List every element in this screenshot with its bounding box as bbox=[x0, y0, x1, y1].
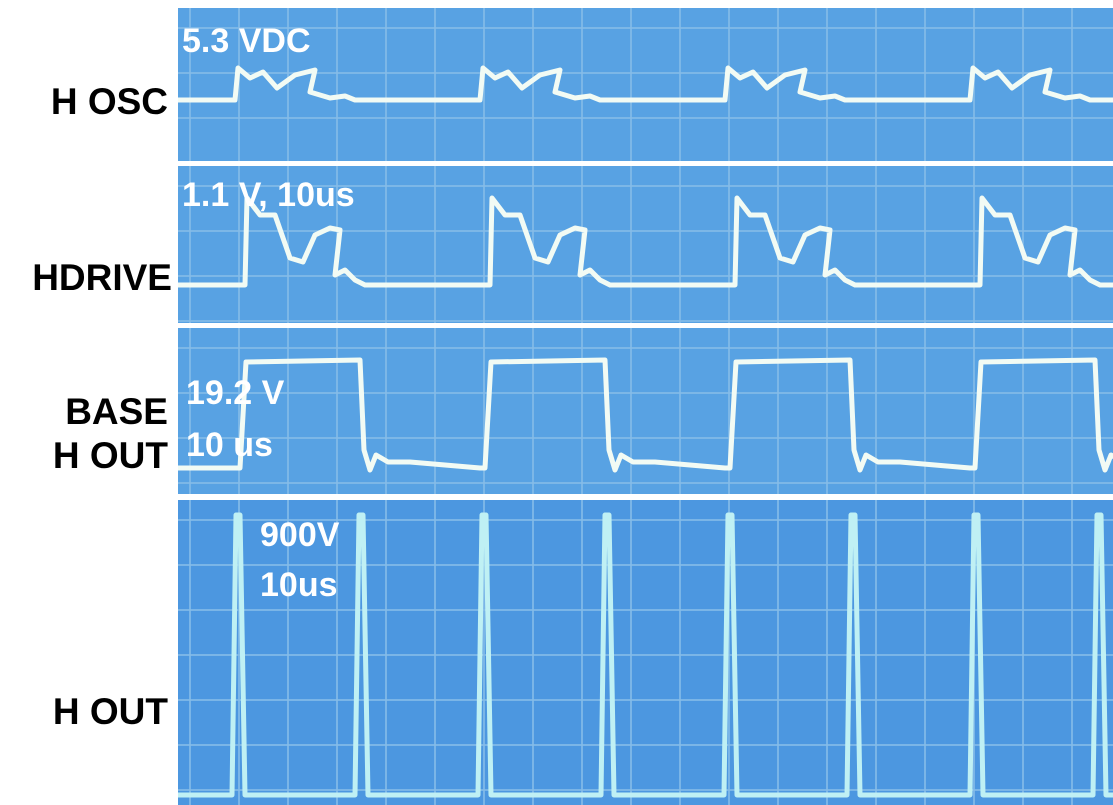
scope-setting: 10us bbox=[260, 566, 338, 604]
scope-setting: 19.2 V bbox=[186, 374, 285, 412]
graticule bbox=[178, 166, 1113, 323]
scope-setting: 1.1 V, 10us bbox=[182, 176, 355, 214]
screens bbox=[178, 8, 1113, 805]
scope-setting: 900V bbox=[260, 516, 340, 554]
screen bbox=[178, 500, 1113, 805]
trace-label: BASE bbox=[65, 391, 168, 432]
graticule bbox=[178, 328, 1113, 494]
waveform bbox=[178, 195, 1113, 288]
screen bbox=[178, 166, 1113, 323]
waveform bbox=[178, 65, 1113, 103]
trace-label: H OUT bbox=[53, 435, 169, 476]
trace-label: H OUT bbox=[53, 691, 169, 732]
graticule bbox=[178, 8, 1113, 161]
scope-setting: 5.3 VDC bbox=[182, 22, 311, 60]
waveform bbox=[178, 512, 1113, 798]
screen bbox=[178, 8, 1113, 161]
trace-label: H OSC bbox=[51, 81, 168, 122]
trace-label: HDRIVE bbox=[32, 257, 172, 298]
waveform bbox=[178, 357, 1113, 473]
scope-setting: 10 us bbox=[186, 426, 273, 464]
